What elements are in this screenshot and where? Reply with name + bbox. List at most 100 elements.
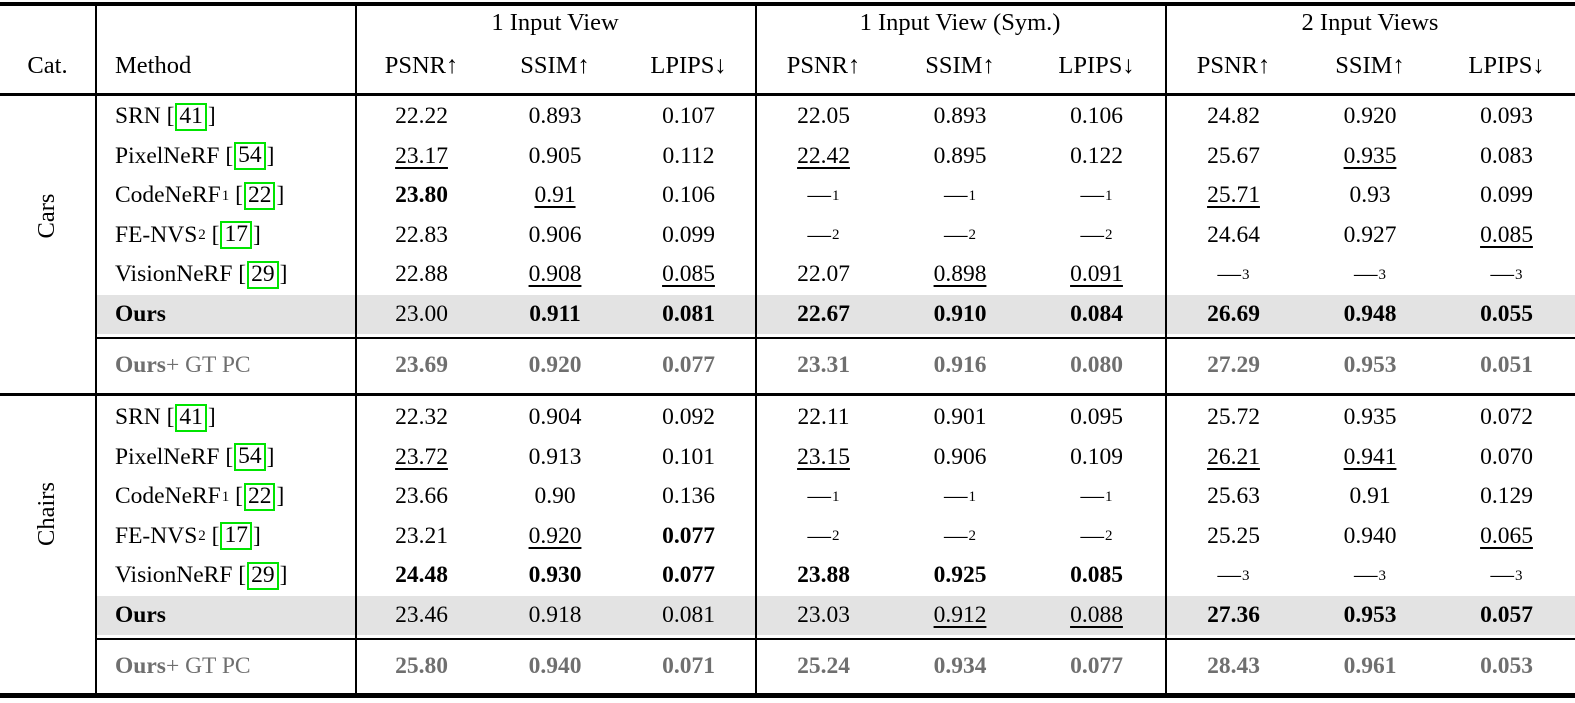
method-name: SRN [115,103,161,129]
citation-link[interactable]: 41 [175,102,207,131]
metric-cell: 0.093 [1480,103,1533,129]
citation-link[interactable]: 29 [247,260,279,289]
metric-cell: 25.24 [797,653,850,680]
metric-cell: 22.42 [797,142,850,169]
metric-cell: 22.11 [797,404,850,430]
method-name: Ours [115,300,166,327]
method-name: FE-NVS [115,522,198,549]
metric-cell: 0.109 [1070,443,1123,470]
metric-header: LPIPS↓ [1058,52,1135,79]
metric-cell: 0.910 [892,294,1028,334]
missing-value-cell: —1 [807,182,840,208]
method-name: CodeNeRF [115,483,221,509]
metric-cell: 28.43 [1207,653,1260,680]
metric-cell: 0.941 [1343,443,1397,470]
results-table: 1 Input View 1 Input View (Sym.) 2 Input… [0,6,1575,691]
table-bottom-rule [0,693,1575,698]
citation-link[interactable]: 22 [243,482,276,511]
method-name: VisionNeRF [115,261,233,287]
metric-cell: 27.36 [1165,595,1302,635]
metric-cell: 0.070 [1480,443,1533,470]
method-cell: CodeNeRF 1 [22] [115,482,285,511]
metric-cell: 0.916 [933,352,987,379]
method-cell: FE-NVS 2 [17] [115,221,261,250]
citation-link[interactable]: 29 [247,561,279,590]
vertical-rule-after-group2 [1165,6,1167,693]
metric-cell: 25.67 [1207,142,1260,169]
metric-header: PSNR↑ [1196,52,1271,79]
metric-cell: 0.092 [662,404,715,430]
metric-cell: 0.920 [528,522,582,549]
section-divider-rule [0,390,1575,398]
method-name: CodeNeRF [115,182,221,208]
metric-cell: 0.106 [1070,103,1123,129]
metric-cell: 0.136 [662,483,715,509]
metric-cell: 26.21 [1207,443,1260,470]
metric-cell: 22.05 [797,103,850,129]
cat-column-header: Cat. [27,52,68,79]
metric-cell: 0.935 [1343,142,1397,169]
method-cell: SRN [41] [115,403,216,432]
metric-cell: 22.07 [797,261,850,287]
method-cell: Ours [95,294,355,334]
metric-header: LPIPS↓ [650,52,727,79]
metric-header: PSNR↑ [384,52,459,79]
missing-value-cell: —3 [1217,562,1250,588]
metric-cell: 0.940 [528,653,582,680]
metric-cell: 27.29 [1207,352,1260,379]
method-name: FE-NVS [115,221,198,248]
metric-cell: 0.893 [933,103,987,129]
metric-cell: 26.69 [1165,294,1302,334]
metric-cell: 25.72 [1207,404,1260,430]
metric-cell: 0.099 [1480,182,1533,208]
metric-cell: 23.15 [797,443,850,470]
missing-value-cell: —1 [1080,182,1113,208]
metric-cell: 0.905 [528,142,582,169]
metric-cell: 0.940 [1343,522,1397,549]
metric-cell: 0.911 [488,294,622,334]
metric-cell: 24.64 [1207,221,1260,248]
citation-link[interactable]: 22 [243,181,276,210]
col-group-header-2-input-views: 2 Input Views [1301,9,1439,36]
metric-cell: 23.21 [395,522,448,549]
method-name: VisionNeRF [115,562,233,588]
metric-cell: 0.057 [1438,595,1575,635]
citation-link[interactable]: 54 [234,443,266,472]
metric-cell: 23.17 [395,142,448,169]
citation-link[interactable]: 41 [175,403,207,432]
metric-cell: 0.071 [662,653,715,680]
missing-value-cell: —1 [944,483,976,509]
citation-link[interactable]: 17 [220,221,252,250]
missing-value-cell: —2 [944,221,976,248]
metric-cell: 0.053 [1480,653,1533,680]
metric-cell: 23.00 [355,294,488,334]
metric-cell: 22.83 [395,221,448,248]
metric-cell: 0.112 [662,142,715,169]
metric-cell: 0.122 [1070,142,1123,169]
category-label-cars: Cars [33,193,60,239]
metric-cell: 0.129 [1480,483,1533,509]
vertical-rule-after-group1 [755,6,757,693]
metric-cell: 23.88 [797,562,850,588]
metric-cell: 0.077 [662,562,715,588]
metric-cell: 0.095 [1070,404,1123,430]
vertical-rule-after-method [355,6,357,693]
method-cell: FE-NVS 2 [17] [115,522,261,551]
metric-header: LPIPS↓ [1468,52,1545,79]
metric-cell: 0.91 [534,182,576,208]
missing-value-cell: —3 [1354,562,1386,588]
metric-cell: 22.88 [395,261,448,287]
citation-link[interactable]: 54 [234,142,266,171]
method-cell-ours-gt-pc: Ours + GT PC [115,352,251,379]
metric-cell: 0.901 [933,404,987,430]
citation-link[interactable]: 17 [220,522,252,551]
metric-cell: 0.893 [528,103,582,129]
category-label-chairs: Chairs [33,482,60,546]
metric-cell: 23.03 [755,595,892,635]
metric-header: SSIM↑ [1335,52,1405,79]
metric-cell: 25.25 [1207,522,1260,549]
metric-cell: 0.101 [662,443,715,470]
metric-cell: 0.077 [1070,653,1123,680]
metric-cell: 25.71 [1207,182,1260,208]
method-name: Ours [115,352,166,379]
